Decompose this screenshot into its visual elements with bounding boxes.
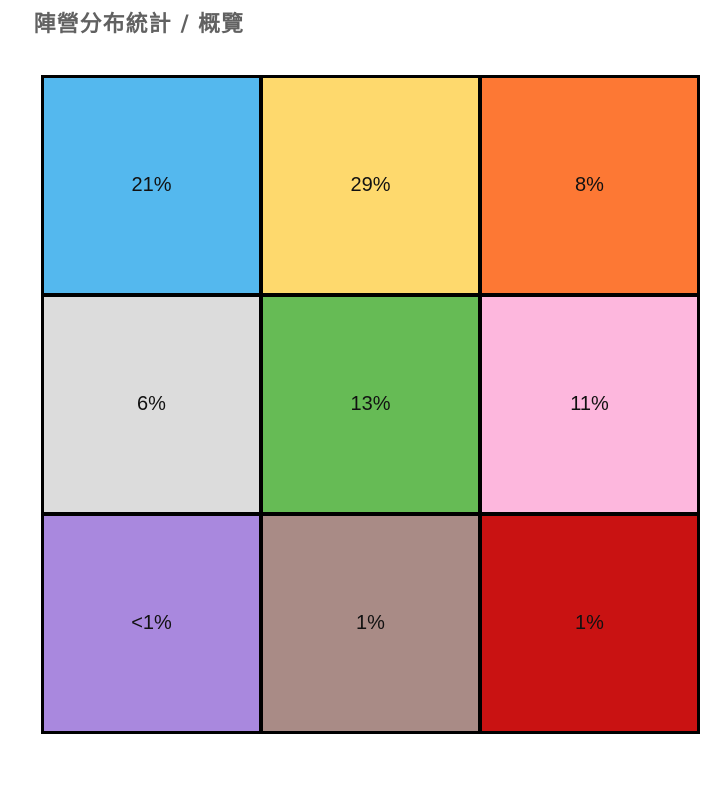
cell-percentage: 8% (575, 174, 604, 196)
cell-percentage: 11% (570, 393, 609, 415)
cell-percentage: 6% (137, 393, 166, 415)
distribution-grid: 21% 29% 8% 6% 13% 11% <1% 1% 1% (41, 75, 700, 734)
grid-cell: 1% (263, 516, 478, 731)
cell-percentage: 1% (356, 612, 385, 634)
cell-percentage: 21% (131, 174, 172, 196)
cell-percentage: 1% (575, 612, 604, 634)
grid-cell: 1% (482, 516, 697, 731)
grid-cell: 8% (482, 78, 697, 293)
grid-cell: 6% (44, 297, 259, 512)
grid-cell: 11% (482, 297, 697, 512)
grid-cell: 21% (44, 78, 259, 293)
cell-percentage: <1% (131, 612, 172, 634)
grid-cell: <1% (44, 516, 259, 731)
grid-cell: 29% (263, 78, 478, 293)
page-title: 陣營分布統計 / 概覽 (34, 12, 245, 37)
cell-percentage: 13% (350, 393, 391, 415)
grid-cell: 13% (263, 297, 478, 512)
cell-percentage: 29% (350, 174, 391, 196)
